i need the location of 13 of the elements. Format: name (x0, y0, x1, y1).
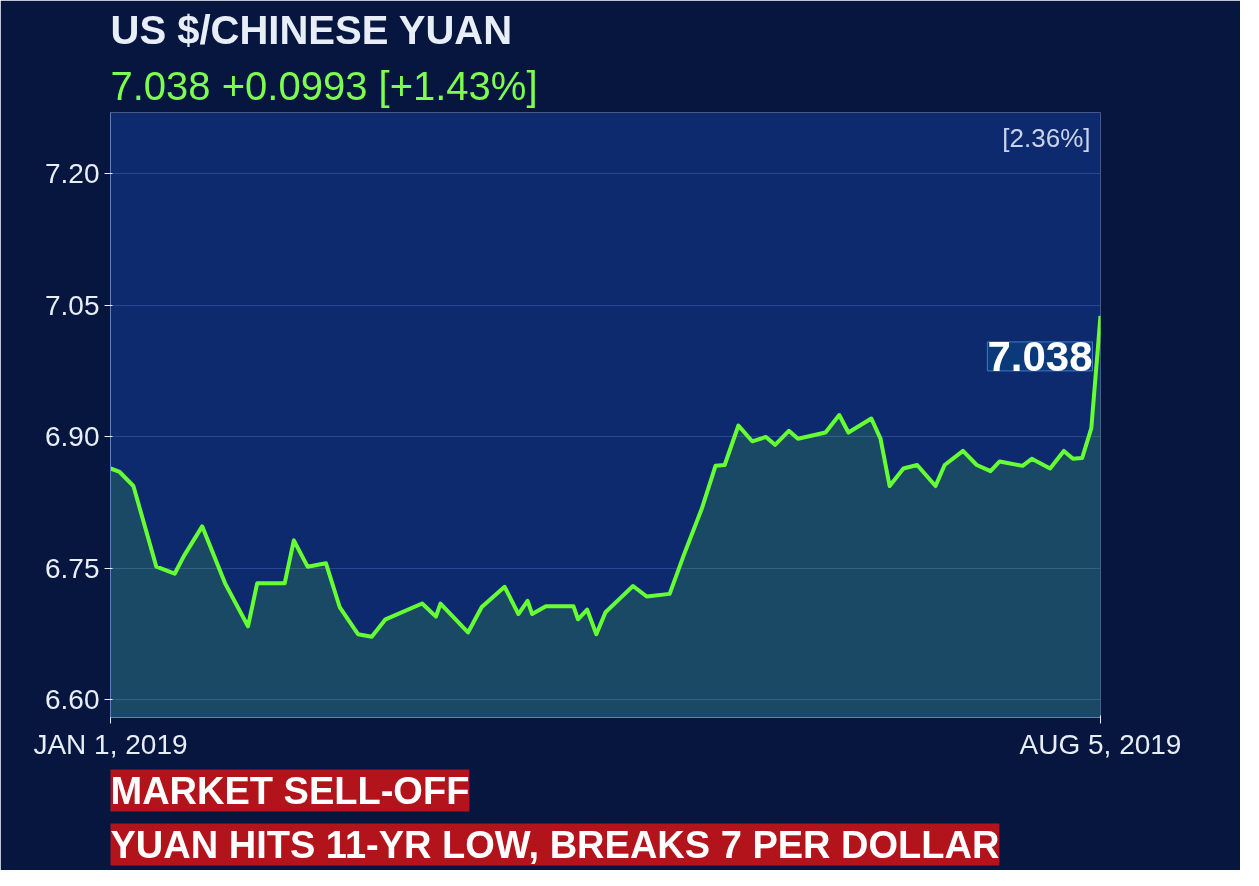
chart-title: US $/CHINESE YUAN (110, 7, 513, 52)
x-tick-label: AUG 5, 2019 (1019, 728, 1182, 760)
y-tick-label: 6.75 (45, 552, 100, 584)
x-tick-label: JAN 1, 2019 (33, 728, 188, 760)
annotation: [2.36%] (1002, 122, 1091, 153)
text: MARKET SELL-OFF (110, 769, 470, 812)
y-tick-label: 7.20 (45, 158, 100, 190)
y-tick-label: 6.90 (45, 421, 100, 453)
text: YUAN HITS 11-YR LOW, BREAKS 7 PER DOLLAR (110, 823, 1000, 866)
y-tick-label: 7.05 (45, 289, 100, 321)
y-tick-label: 6.60 (45, 684, 100, 716)
annotation: 7.038 (987, 332, 1093, 380)
chart-subtitle: 7.038 +0.0993 [+1.43%] (110, 63, 538, 108)
